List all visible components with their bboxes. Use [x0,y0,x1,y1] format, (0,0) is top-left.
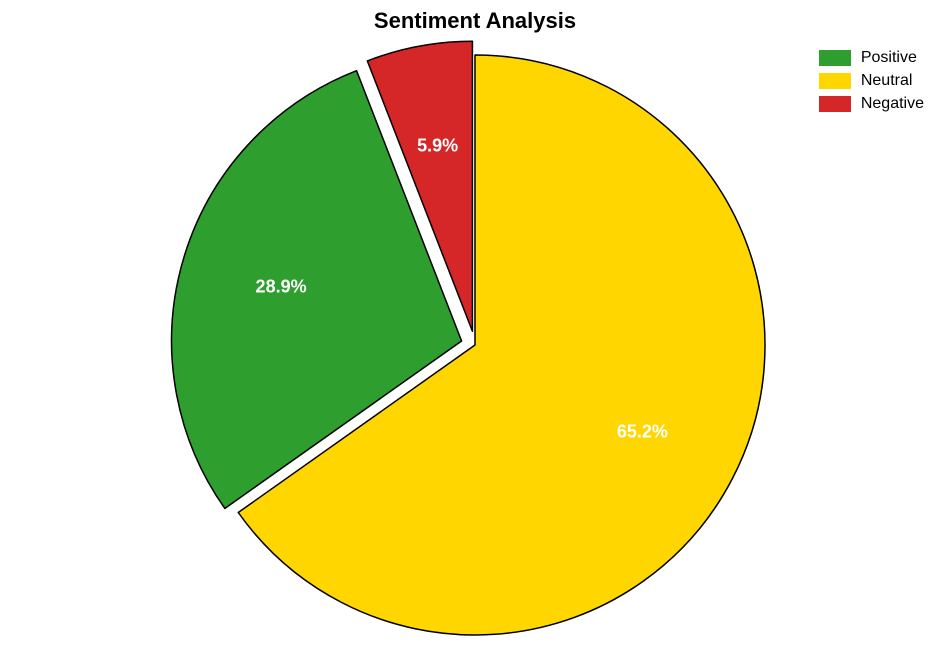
legend-label-positive: Positive [861,48,917,67]
legend-swatch-negative [819,96,851,112]
legend-item-neutral: Neutral [819,71,924,90]
legend-label-neutral: Neutral [861,71,913,90]
legend-label-negative: Negative [861,94,924,113]
pie-svg [0,0,950,662]
sentiment-pie-chart: Sentiment Analysis Positive Neutral Nega… [0,0,950,662]
legend: Positive Neutral Negative [819,48,924,118]
legend-item-negative: Negative [819,94,924,113]
legend-swatch-positive [819,50,851,66]
legend-item-positive: Positive [819,48,924,67]
slice-label-positive: 28.9% [256,276,307,297]
slice-label-neutral: 65.2% [617,421,668,442]
legend-swatch-neutral [819,73,851,89]
slice-label-negative: 5.9% [417,135,458,156]
